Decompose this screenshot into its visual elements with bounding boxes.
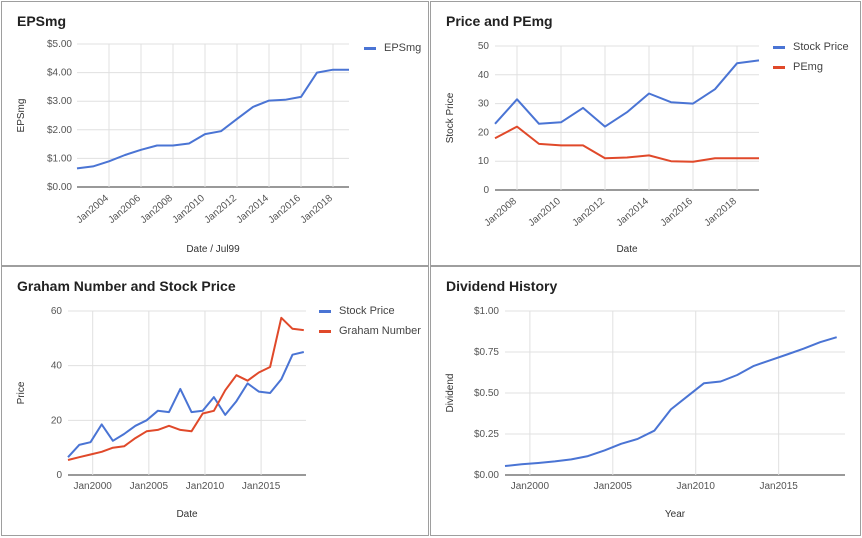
y-axis-label: Stock Price <box>445 92 456 143</box>
x-tick-label: Jan2012 <box>202 193 239 226</box>
y-tick-label: 10 <box>478 156 490 167</box>
x-tick-label: Jan2018 <box>702 196 739 229</box>
chart-title: EPSmg <box>17 13 67 29</box>
x-tick-label: Jan2012 <box>570 196 607 229</box>
x-tick-label: Jan2015 <box>242 481 281 492</box>
series-line <box>494 125 759 163</box>
x-tick-label: Jan2008 <box>482 196 519 229</box>
y-tick-label: 0 <box>56 470 62 481</box>
y-tick-label: 20 <box>51 415 63 426</box>
chart-title: Dividend History <box>446 278 558 294</box>
y-tick-label: $0.75 <box>474 347 499 358</box>
y-tick-label: 0 <box>483 185 489 196</box>
y-tick-label: 60 <box>51 306 63 317</box>
x-tick-label: Jan2015 <box>759 481 798 492</box>
y-tick-label: $2.00 <box>47 125 72 136</box>
y-axis-label: EPSmg <box>16 99 27 133</box>
legend-swatch <box>364 46 376 50</box>
legend-swatch <box>319 309 331 313</box>
chart-title: Graham Number and Stock Price <box>17 278 236 294</box>
y-tick-label: $0.50 <box>474 388 499 399</box>
x-tick-label: Jan2004 <box>74 193 111 226</box>
legend-label: PEmg <box>793 61 823 73</box>
x-tick-label: Jan2014 <box>234 193 271 226</box>
legend-swatch <box>319 329 331 333</box>
y-tick-label: $0.25 <box>474 429 499 440</box>
y-tick-label: $1.00 <box>474 306 499 317</box>
price-pe-chart-panel: Price and PEmg 0 10 20 30 40 50 Jan2008 Jan2010… <box>430 1 861 266</box>
x-tick-label: Jan2018 <box>298 193 335 226</box>
dividend-chart-panel: Dividend History $0.00 $0.25 $0.50 $0.75 $1.… <box>430 266 861 536</box>
eps-chart-svg: $0.00$1.00$2.00$3.00$4.00$5.00Jan2004Jan… <box>16 39 349 255</box>
x-tick-label: Jan2008 <box>138 193 175 226</box>
x-tick-label: Jan2000 <box>74 481 113 492</box>
x-tick-label: Jan2000 <box>511 481 550 492</box>
chart-title: Price and PEmg <box>446 13 553 29</box>
y-tick-label: $1.00 <box>47 153 72 164</box>
x-axis-label: Year <box>665 509 686 520</box>
eps-chart-panel: EPSmg $0.00 $1.00 $2.00 $3.00 $4.00 $5.00 Jan2… <box>1 1 429 266</box>
x-tick-label: Jan2005 <box>130 481 169 492</box>
x-tick-label: Jan2014 <box>614 196 651 229</box>
y-tick-label: $0.00 <box>474 470 499 481</box>
y-axis-label: Price <box>16 381 27 404</box>
y-tick-label: 50 <box>478 41 490 52</box>
x-tick-label: Jan2010 <box>677 481 716 492</box>
dividend-chart-svg: $0.00 $0.25 $0.50 $0.75 $1.00 Jan2000 Jan2005 J… <box>445 306 845 520</box>
graham-chart-svg: 0 20 40 60 Jan2000 Jan2005 Jan2010 Jan2015 Date P… <box>16 306 306 520</box>
series-line <box>67 316 304 461</box>
y-axis-label: Dividend <box>445 374 456 413</box>
x-tick-label: Jan2010 <box>526 196 563 229</box>
series-line <box>76 68 349 170</box>
x-axis-label: Date / Jul99 <box>186 244 240 255</box>
legend-item-stock-price: Stock Price <box>319 301 421 321</box>
legend-label: Stock Price <box>793 41 849 53</box>
y-tick-label: $3.00 <box>47 96 72 107</box>
graham-chart-panel: Graham Number and Stock Price 0 20 40 60 Jan… <box>1 266 429 536</box>
series-line <box>494 59 760 128</box>
y-tick-label: $5.00 <box>47 39 72 50</box>
legend-swatch <box>773 65 785 69</box>
x-axis-label: Date <box>176 509 198 520</box>
x-tick-label: Jan2010 <box>170 193 207 226</box>
graham-legend: Stock Price Graham Number <box>319 301 421 341</box>
x-axis-label: Date <box>616 244 638 255</box>
legend-label: Graham Number <box>339 325 421 337</box>
y-tick-label: 40 <box>478 70 490 81</box>
legend-item-graham-number: Graham Number <box>319 321 421 341</box>
x-tick-label: Jan2010 <box>186 481 225 492</box>
x-tick-label: Jan2005 <box>594 481 633 492</box>
legend-item-pemg: PEmg <box>773 57 849 77</box>
series-line <box>67 351 305 458</box>
y-tick-label: $0.00 <box>47 182 72 193</box>
legend-label: EPSmg <box>384 42 422 54</box>
legend-swatch <box>773 45 785 49</box>
series-line <box>504 336 837 467</box>
x-tick-label: Jan2006 <box>106 193 143 226</box>
price-pe-legend: Stock Price PEmg <box>773 37 849 77</box>
y-tick-label: 40 <box>51 361 63 372</box>
y-tick-label: $4.00 <box>47 68 72 79</box>
legend-item-epsmg: EPSmg <box>364 38 421 58</box>
eps-legend: EPSmg <box>364 38 421 58</box>
legend-label: Stock Price <box>339 305 395 317</box>
y-tick-label: 20 <box>478 127 490 138</box>
x-tick-label: Jan2016 <box>266 193 303 226</box>
x-tick-label: Jan2016 <box>658 196 695 229</box>
y-tick-label: 30 <box>478 99 490 110</box>
legend-item-stock-price: Stock Price <box>773 37 849 57</box>
